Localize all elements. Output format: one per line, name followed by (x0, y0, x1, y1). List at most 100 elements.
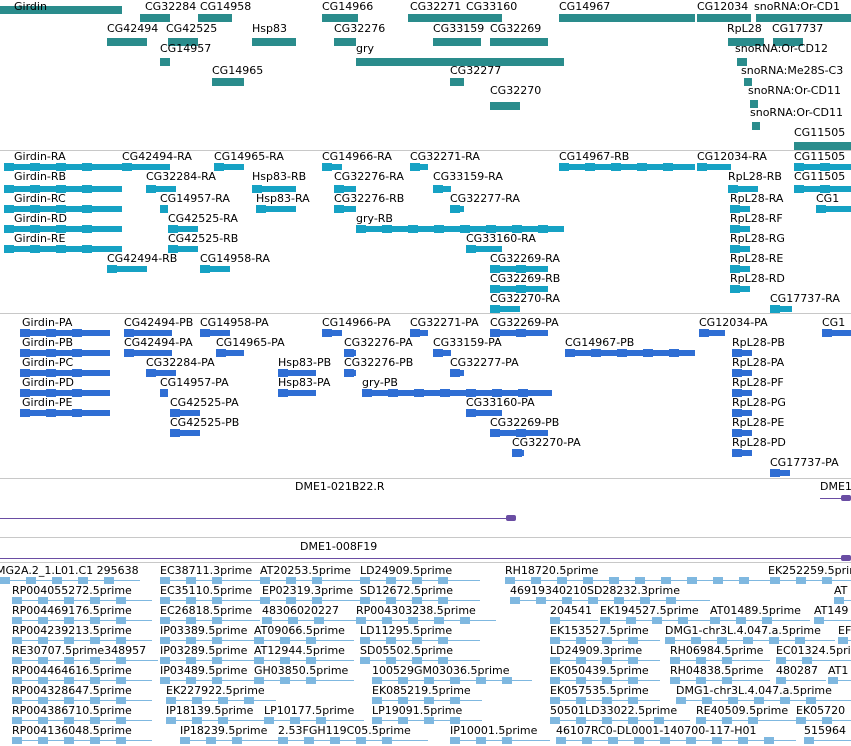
est-feature-bar[interactable] (262, 620, 362, 621)
transcript-feature-label[interactable]: CG32277-RA (450, 192, 520, 205)
transcript-feature-bar[interactable] (490, 306, 520, 312)
protein-feature-bar[interactable] (216, 350, 244, 356)
est-feature-label[interactable]: 46107RC0-DL0001-140700-117-H01 (556, 724, 757, 737)
transcript-feature-label[interactable]: Girdin-RC (14, 192, 66, 205)
protein-feature-label[interactable]: CG32269-PA (490, 316, 559, 329)
est-feature-label[interactable]: EK153527.5prime (550, 624, 649, 637)
protein-feature-bar[interactable] (362, 390, 552, 396)
protein-feature-label[interactable]: CG42525-PB (170, 416, 240, 429)
est-feature-label[interactable]: SD05502.5prime (360, 644, 453, 657)
gene-feature-bar[interactable] (450, 78, 464, 86)
est-feature-label[interactable]: RP004469176.5prime (12, 604, 132, 617)
est-feature-bar[interactable] (12, 700, 152, 701)
protein-feature-label[interactable]: CG32276-PB (344, 356, 414, 369)
gene-feature-bar[interactable] (756, 14, 851, 22)
gene-feature-label[interactable]: CG14966 (322, 0, 374, 13)
transcript-feature-label[interactable]: Girdin-RE (14, 232, 66, 245)
transcript-feature-label[interactable]: Girdin-RB (14, 170, 67, 183)
est-feature-label[interactable]: EK252259.5prime (768, 564, 851, 577)
protein-feature-label[interactable]: CG32269-PB (490, 416, 560, 429)
transcript-feature-bar[interactable] (334, 206, 356, 212)
transcript-feature-bar[interactable] (252, 186, 296, 192)
est-feature-bar[interactable] (12, 660, 158, 661)
gene-feature-bar[interactable] (490, 102, 520, 110)
transcript-feature-label[interactable]: RpL28-RF (730, 212, 783, 225)
transcript-feature-label[interactable]: CG11505 (794, 150, 846, 163)
protein-feature-label[interactable]: RpL28-PB (732, 336, 785, 349)
gene-feature-label[interactable]: snoRNA:Or-CD1 (754, 0, 840, 13)
est-feature-label[interactable]: EC01324.5prime (776, 644, 851, 657)
est-feature-label[interactable]: RP004136048.5prime (12, 724, 132, 737)
transcript-feature-label[interactable]: CG32276-RA (334, 170, 404, 183)
est-feature-label[interactable]: DMG1-chr3L.4.047.a.5prime (665, 624, 821, 637)
protein-feature-label[interactable]: RpL28-PA (732, 356, 785, 369)
transcript-feature-bar[interactable] (168, 226, 198, 232)
est-feature-label[interactable]: 50501LD33022.5prime (550, 704, 678, 717)
protein-feature-label[interactable]: CG32276-PA (344, 336, 413, 349)
protein-feature-label[interactable]: Girdin-PC (22, 356, 74, 369)
gene-feature-bar[interactable] (773, 38, 803, 46)
protein-feature-bar[interactable] (20, 330, 110, 336)
gene-feature-label[interactable]: CG11505 (794, 126, 846, 139)
est-feature-bar[interactable] (278, 740, 428, 741)
transcript-feature-label[interactable]: CG32269-RA (490, 252, 560, 265)
est-feature-label[interactable]: 46919340210SD28232.3prime (510, 584, 680, 597)
gene-feature-label[interactable]: snoRNA:Or-CD12 (735, 42, 828, 55)
est-feature-label[interactable]: AT (834, 584, 848, 597)
est-feature-label[interactable]: RP004386710.5prime (12, 704, 132, 717)
est-feature-bar[interactable] (550, 620, 598, 621)
est-feature-bar[interactable] (356, 620, 496, 621)
est-feature-label[interactable]: EP02319.3prime (262, 584, 354, 597)
est-feature-label[interactable]: RE30707.5prime348957 (12, 644, 147, 657)
protein-feature-bar[interactable] (822, 330, 851, 336)
transcript-feature-bar[interactable] (770, 306, 792, 312)
est-feature-bar[interactable] (814, 620, 851, 621)
protein-feature-label[interactable]: Hsp83-PA (278, 376, 331, 389)
gene-feature-bar[interactable] (728, 38, 764, 46)
est-feature-bar[interactable] (166, 720, 266, 721)
est-feature-label[interactable]: AT01489.5prime (710, 604, 801, 617)
gene-feature-label[interactable]: CG12034 (697, 0, 749, 13)
transcript-feature-bar[interactable] (697, 164, 731, 170)
transcript-feature-bar[interactable] (730, 206, 750, 212)
est-feature-label[interactable]: LD24909.5prime (360, 564, 453, 577)
gene-feature-bar[interactable] (752, 122, 760, 130)
est-feature-bar[interactable] (260, 580, 360, 581)
transcript-feature-label[interactable]: CG32276-RB (334, 192, 405, 205)
protein-feature-bar[interactable] (20, 350, 110, 356)
est-feature-label[interactable]: IP03289.5prime (160, 644, 248, 657)
clone-feature-label[interactable]: DME1 (820, 480, 851, 493)
est-feature-label[interactable]: EK057535.5prime (550, 684, 649, 697)
gene-feature-bar[interactable] (160, 58, 170, 66)
est-feature-label[interactable]: 204541 (550, 604, 592, 617)
est-feature-bar[interactable] (804, 740, 851, 741)
gene-feature-label[interactable]: RpL28 (727, 22, 762, 35)
protein-feature-bar[interactable] (732, 390, 752, 396)
protein-feature-label[interactable]: CG33159-PA (433, 336, 502, 349)
est-feature-label[interactable]: RP004464616.5prime (12, 664, 132, 677)
gene-feature-label[interactable]: CG42525 (166, 22, 218, 35)
transcript-feature-label[interactable]: CG14966-RA (322, 150, 392, 163)
protein-feature-label[interactable]: CG33160-PA (466, 396, 535, 409)
est-feature-label[interactable]: LD24909.3prime (550, 644, 643, 657)
gene-feature-bar[interactable] (0, 6, 122, 14)
protein-feature-label[interactable]: CG14967-PB (565, 336, 635, 349)
transcript-feature-bar[interactable] (256, 206, 296, 212)
gene-feature-bar[interactable] (697, 14, 751, 22)
est-feature-bar[interactable] (260, 600, 360, 601)
transcript-feature-label[interactable]: CG32269-RB (490, 272, 561, 285)
est-feature-bar[interactable] (160, 600, 260, 601)
transcript-feature-label[interactable]: Hsp83-RA (256, 192, 310, 205)
protein-feature-label[interactable]: Girdin-PE (22, 396, 73, 409)
transcript-feature-label[interactable]: CG32271-RA (410, 150, 480, 163)
est-feature-bar[interactable] (12, 600, 152, 601)
gene-feature-bar[interactable] (744, 78, 752, 86)
est-feature-bar[interactable] (670, 680, 770, 681)
transcript-feature-label[interactable]: CG17737-RA (770, 292, 840, 305)
transcript-feature-label[interactable]: CG42494-RB (107, 252, 178, 265)
transcript-feature-label[interactable]: RpL28-RE (730, 252, 784, 265)
est-feature-bar[interactable] (160, 580, 260, 581)
gene-feature-bar[interactable] (322, 14, 358, 22)
gene-feature-bar[interactable] (794, 142, 851, 150)
est-feature-label[interactable]: IP10001.5prime (450, 724, 538, 737)
